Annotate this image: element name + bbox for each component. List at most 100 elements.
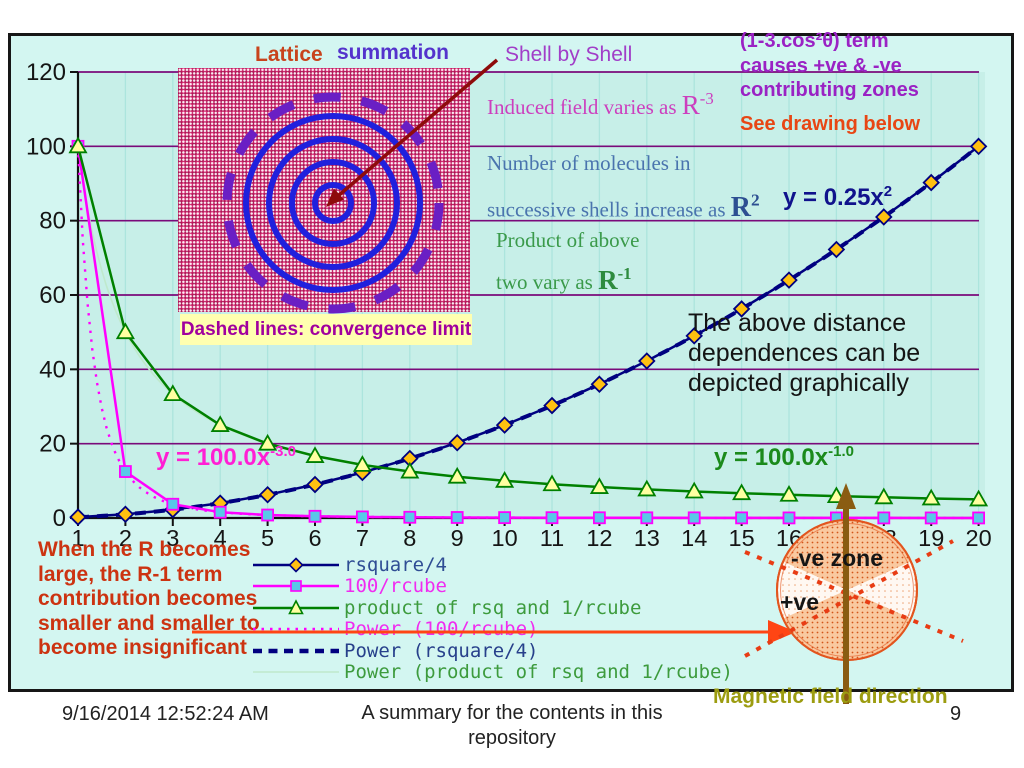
marker-square — [403, 510, 417, 524]
legend-swatch — [253, 557, 339, 573]
y-tick-label: 20 — [39, 431, 66, 458]
marker-square — [261, 508, 275, 522]
x-tick-label: 14 — [681, 525, 707, 551]
marker-square — [213, 505, 227, 519]
marker-square — [924, 511, 938, 525]
marker-diamond — [922, 173, 940, 192]
slide-border — [8, 33, 1014, 692]
molecules-line1: Number of molecules in — [487, 151, 691, 175]
footer-datetime: 9/16/2014 12:52:24 AM — [62, 703, 269, 725]
marker-triangle — [969, 489, 989, 507]
marker-diamond — [495, 416, 514, 434]
label-summation: summation — [337, 41, 450, 64]
x-tick-label: 20 — [966, 525, 992, 551]
marker-triangle — [163, 384, 183, 402]
legend-item: 100/rcube — [251, 575, 733, 597]
marker-triangle — [779, 484, 799, 502]
equation-product: y = 100.0x-1.0 — [714, 443, 854, 471]
chart-legend: rsquare/4 100/rcube product of rsq and 1/r… — [251, 554, 733, 683]
x-tick-label: 11 — [540, 525, 564, 551]
x-tick-label: 19 — [918, 525, 944, 551]
x-tick-label: 12 — [586, 525, 612, 551]
note-depicted-graphically: The above distance dependences can be de… — [688, 309, 921, 397]
marker-diamond — [638, 352, 656, 370]
label-lattice: Lattice — [255, 43, 323, 66]
label-negative-zone: -ve zone — [791, 545, 884, 571]
cos-term-line1: (1-3.cos²θ) term — [740, 30, 889, 52]
x-tick-label: 13 — [634, 525, 660, 551]
legend-swatch — [253, 671, 339, 674]
x-tick-label: 8 — [403, 525, 416, 551]
y-tick-label: 80 — [39, 208, 66, 235]
marker-square — [782, 511, 796, 525]
marker-square — [355, 510, 369, 524]
marker-square — [687, 511, 701, 525]
legend-swatch — [253, 580, 339, 593]
x-tick-label: 4 — [214, 525, 227, 551]
legend-item: rsquare/4 — [251, 554, 733, 576]
legend-item: Power (100/rcube) — [251, 618, 733, 640]
marker-diamond — [827, 240, 846, 259]
label-cos-term: (1-3.cos²θ) term causes +ve & -ve contri… — [740, 29, 919, 103]
note-convergence-limit: Dashed lines: convergence limit — [180, 314, 472, 345]
label-positive-zone: +ve — [780, 589, 820, 615]
induced-r: R-3 — [681, 89, 714, 120]
marker-square — [308, 509, 322, 523]
marker-diamond — [875, 208, 893, 226]
marker-triangle — [542, 474, 562, 492]
marker-diamond — [258, 485, 277, 504]
x-tick-label: 6 — [308, 525, 321, 551]
legend-label: rsquare/4 — [344, 553, 447, 576]
marker-triangle — [495, 471, 515, 488]
marker-diamond — [780, 271, 798, 289]
footer-title: A summary for the contents in this repos… — [361, 702, 663, 749]
footer-page-number: 9 — [950, 703, 962, 725]
series-line-100-rcube — [76, 146, 979, 520]
marker-diamond — [590, 375, 609, 393]
legend-label: Power (product of rsq and 1/rcube) — [344, 661, 733, 684]
marker-triangle — [258, 433, 278, 451]
marker-triangle — [447, 466, 467, 484]
note-product: Product of above two vary as R-1 — [496, 223, 639, 299]
marker-triangle — [352, 455, 372, 472]
marker-triangle — [210, 415, 230, 432]
x-tick-label: 3 — [166, 525, 179, 551]
marker-diamond — [685, 327, 703, 345]
x-tick-label: 2 — [119, 525, 132, 551]
marker-triangle — [305, 446, 325, 463]
series-line-rsquare-4 — [77, 145, 980, 519]
marker-square — [830, 511, 843, 525]
x-tick-label: 1 — [71, 525, 84, 551]
marker-diamond — [543, 396, 561, 415]
marker-square — [166, 497, 180, 511]
marker-diamond — [969, 137, 988, 156]
marker-triangle — [874, 487, 894, 505]
marker-triangle — [637, 479, 657, 497]
marker-diamond — [69, 508, 87, 526]
note-induced-field: Induced field varies as R-3 — [487, 89, 714, 121]
legend-item: product of rsq and 1/rcube — [251, 597, 733, 619]
marker-triangle — [921, 488, 941, 506]
legend-swatch — [253, 648, 339, 653]
equation-rcube: y = 100.0x-3.0 — [156, 443, 296, 471]
marker-square — [972, 511, 985, 525]
y-tick-label: 40 — [39, 356, 66, 383]
y-tick-label: 60 — [39, 282, 66, 309]
series-line-product-of-rsq-and-1-rcube — [76, 145, 979, 501]
marker-square — [735, 511, 748, 525]
marker-diamond — [116, 505, 135, 524]
lattice-pattern-image — [178, 68, 470, 312]
marker-triangle — [68, 136, 88, 154]
x-tick-label: 7 — [356, 525, 369, 551]
marker-triangle — [400, 461, 420, 479]
marker-diamond — [448, 433, 466, 452]
cos-term-line2: causes +ve & -ve — [740, 54, 902, 77]
marker-square — [877, 511, 891, 525]
note-molecules: Number of molecules in successive shells… — [487, 145, 760, 228]
marker-square — [450, 511, 464, 524]
y-tick-label: 0 — [53, 505, 66, 532]
legend-swatch — [253, 599, 339, 615]
marker-square — [498, 511, 512, 525]
y-tick-label: 120 — [26, 59, 66, 86]
